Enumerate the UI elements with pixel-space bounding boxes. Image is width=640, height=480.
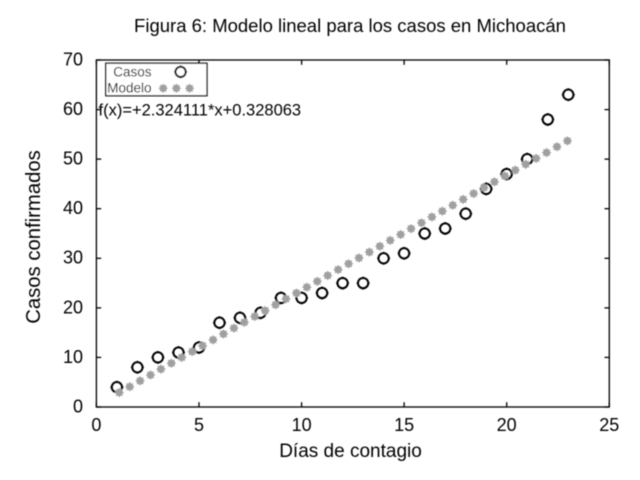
svg-text:Días de contagio: Días de contagio [279, 441, 422, 462]
svg-text:70: 70 [63, 49, 83, 69]
svg-text:60: 60 [63, 99, 83, 119]
svg-text:5: 5 [194, 415, 204, 435]
svg-text:40: 40 [63, 198, 83, 218]
svg-text:15: 15 [394, 415, 414, 435]
svg-text:10: 10 [292, 415, 312, 435]
svg-text:20: 20 [497, 415, 517, 435]
svg-text:0: 0 [91, 415, 101, 435]
svg-text:0: 0 [73, 396, 83, 416]
svg-text:Modelo: Modelo [107, 81, 151, 96]
svg-text:Casos confirmados: Casos confirmados [23, 150, 45, 324]
svg-text:25: 25 [599, 415, 619, 435]
svg-text:f(x)=+2.324111*x+0.328063: f(x)=+2.324111*x+0.328063 [99, 102, 302, 120]
svg-text:Casos: Casos [113, 65, 152, 80]
svg-text:Figura 6: Modelo lineal para l: Figura 6: Modelo lineal para los casos e… [134, 15, 566, 36]
svg-text:30: 30 [63, 248, 83, 268]
svg-text:20: 20 [63, 297, 83, 317]
svg-text:50: 50 [63, 149, 83, 169]
svg-text:10: 10 [63, 347, 83, 367]
